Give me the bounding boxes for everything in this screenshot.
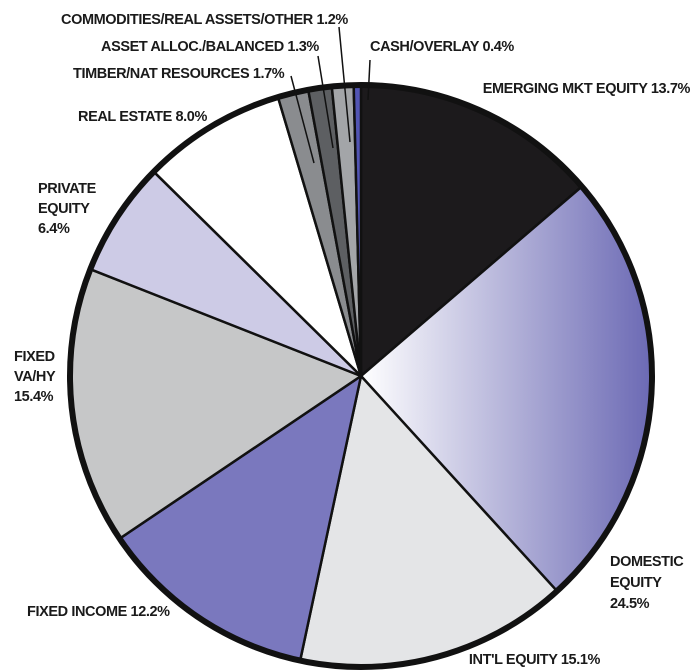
leader-line-timber-nat-resources [290,75,315,164]
pie-outline [67,82,655,670]
slice-label-cash-overlay: CASH/OVERLAY 0.4% [370,39,514,55]
slice-label-emerging-mkt-equity: EMERGING MKT EQUITY 13.7% [483,81,691,97]
leader-line-cash-overlay [367,59,371,101]
slice-label-private-equity: PRIVATE EQUITY 6.4% [38,181,97,237]
slice-label-fixed-income: FIXED INCOME 12.2% [27,604,170,620]
slice-label-real-estate: REAL ESTATE 8.0% [78,109,207,125]
leader-line-asset-alloc-balanced [317,55,334,149]
slice-label-asset-alloc-balanced: ASSET ALLOC./BALANCED 1.3% [101,39,319,55]
slice-label-commodities-real-assets-other: COMMODITIES/REAL ASSETS/OTHER 1.2% [61,12,348,28]
slice-label-timber-nat-resources: TIMBER/NAT RESOURCES 1.7% [73,66,285,82]
slice-label-fixed-va-hy: FIXED VA/HY 15.4% [14,349,56,405]
leader-lines [290,26,371,164]
slice-labels: EMERGING MKT EQUITY 13.7% DOMESTIC EQUITY 2… [14,12,691,668]
slice-label-int-l-equity: INT'L EQUITY 15.1% [469,652,601,668]
slice-label-domestic-equity: DOMESTIC EQUITY 24.5% [610,554,684,612]
leader-line-commodities-real-assets-other [338,26,351,143]
